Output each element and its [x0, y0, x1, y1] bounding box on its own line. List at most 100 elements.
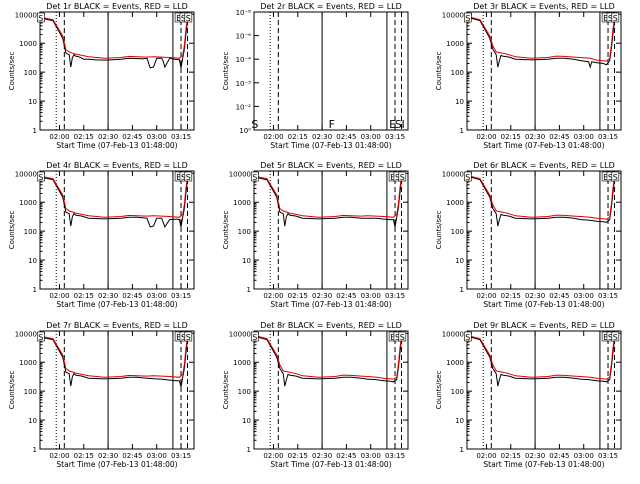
event-marker-box	[251, 171, 259, 182]
x-tick-label: 02:45	[549, 292, 569, 300]
event-marker-label: S	[181, 333, 186, 342]
event-marker-label: S	[608, 14, 613, 23]
event-marker-box	[611, 331, 620, 342]
event-marker-label: S	[252, 333, 257, 342]
y-tick-label: 1000	[446, 359, 464, 367]
series-lld-line	[466, 333, 617, 380]
x-tick-label: 02:00	[263, 452, 283, 460]
y-axis-label: Counts/sec	[8, 211, 16, 250]
event-marker-label: S	[465, 333, 470, 342]
event-marker-box	[37, 12, 45, 23]
plot-title: Det 4r BLACK = Events, RED = LLD	[46, 161, 188, 170]
event-marker-box	[398, 171, 407, 182]
x-tick-label: 03:00	[361, 133, 381, 141]
series-events-line	[466, 14, 617, 69]
y-tick-label: 10000	[442, 330, 464, 338]
y-tick-label: 100	[451, 388, 464, 396]
plot-title: Det 8r BLACK = Events, RED = LLD	[260, 321, 402, 330]
y-tick-label: 10000	[15, 170, 37, 178]
y-tick-label: 10	[455, 98, 464, 106]
x-tick-label: 02:15	[501, 452, 521, 460]
event-marker-box	[184, 12, 193, 23]
event-marker-label: S	[395, 333, 400, 342]
y-tick-label: 10⁻⁴	[236, 56, 252, 64]
y-tick-label: 10⁻⁶	[236, 33, 252, 41]
series-lld-line	[253, 173, 404, 218]
x-tick-label: 02:30	[98, 133, 118, 141]
plot-frame	[39, 330, 195, 450]
series-lld-line	[39, 173, 190, 218]
event-marker-box	[611, 12, 620, 23]
y-tick-label: 1	[33, 446, 37, 454]
event-marker-label: S	[38, 173, 43, 182]
y-tick-label: 1	[247, 286, 251, 294]
x-tick-label: 02:15	[501, 133, 521, 141]
event-marker-label: S	[38, 14, 43, 23]
event-marker-box	[251, 331, 259, 342]
panel-det-4: Det 4r BLACK = Events, RED = LLD 1 10 100 10…	[8, 161, 195, 309]
panel-det-1: Det 1r BLACK = Events, RED = LLD 1 10 100 10…	[8, 2, 195, 150]
event-marker-label: S	[465, 14, 470, 23]
plot-frame	[253, 330, 409, 450]
event-marker-label: S	[186, 333, 191, 342]
x-tick-label: 02:15	[501, 292, 521, 300]
y-tick-label: 1000	[233, 359, 251, 367]
y-tick-label: 100	[238, 228, 251, 236]
y-tick-label: 100	[451, 228, 464, 236]
x-tick-label: 02:00	[476, 452, 496, 460]
x-tick-label: 02:30	[312, 133, 332, 141]
x-tick-label: 02:30	[312, 292, 332, 300]
y-tick-label: 1000	[19, 40, 37, 48]
event-marker-label: S	[613, 173, 618, 182]
x-tick-label: 03:15	[171, 452, 191, 460]
y-tick-label: 10⁻²	[236, 103, 252, 111]
event-marker-box	[184, 171, 193, 182]
y-tick-label: 1	[460, 127, 464, 135]
x-tick-label: 02:15	[74, 452, 94, 460]
event-marker-label: S	[608, 173, 613, 182]
x-tick-label: 03:15	[598, 292, 618, 300]
x-tick-label: 02:45	[549, 452, 569, 460]
y-tick-label: 10000	[15, 11, 37, 19]
y-tick-label: 100	[238, 388, 251, 396]
y-tick-label: 10	[455, 417, 464, 425]
x-tick-label: 03:15	[385, 292, 405, 300]
event-marker-box	[37, 331, 45, 342]
event-marker-label: S	[465, 173, 470, 182]
y-tick-label: 10⁻³	[236, 80, 252, 88]
event-marker-label: S	[186, 173, 191, 182]
x-axis-label: Start Time (07-Feb-13 01:48:00)	[270, 141, 391, 150]
y-tick-label: 10	[28, 98, 37, 106]
x-tick-label: 03:00	[574, 452, 594, 460]
y-tick-label: 10	[242, 417, 251, 425]
y-tick-label: 10000	[229, 170, 251, 178]
event-marker-label: S	[251, 118, 258, 131]
event-marker-label: E	[176, 333, 181, 342]
x-axis-label: Start Time (07-Feb-13 01:48:00)	[483, 141, 604, 150]
x-axis-label: Start Time (07-Feb-13 01:48:00)	[56, 460, 177, 469]
x-tick-label: 02:30	[312, 452, 332, 460]
panel-det-2: Det 2r BLACK = Events, RED = LLD 10⁰ 10⁻² 1…	[222, 2, 409, 150]
y-tick-label: 100	[451, 69, 464, 77]
event-marker-label: E	[390, 173, 395, 182]
event-marker-box	[464, 12, 472, 23]
x-tick-label: 02:45	[549, 133, 569, 141]
series-events-line	[466, 333, 617, 387]
x-tick-label: 02:00	[476, 133, 496, 141]
y-tick-label: 1000	[19, 199, 37, 207]
x-tick-label: 03:00	[361, 292, 381, 300]
x-tick-label: 02:30	[525, 292, 545, 300]
event-marker-label: E	[603, 333, 608, 342]
event-marker-label: I	[402, 118, 405, 131]
y-tick-label: 10000	[442, 170, 464, 178]
y-axis-label: Counts/sec	[435, 52, 443, 91]
x-tick-label: 02:15	[74, 292, 94, 300]
event-marker-label: E	[390, 333, 395, 342]
event-marker-label: E	[389, 118, 396, 131]
plot-title: Det 2r BLACK = Events, RED = LLD	[260, 2, 402, 11]
x-tick-label: 02:15	[288, 452, 308, 460]
event-marker-label: F	[329, 118, 335, 131]
x-tick-label: 03:00	[147, 452, 167, 460]
